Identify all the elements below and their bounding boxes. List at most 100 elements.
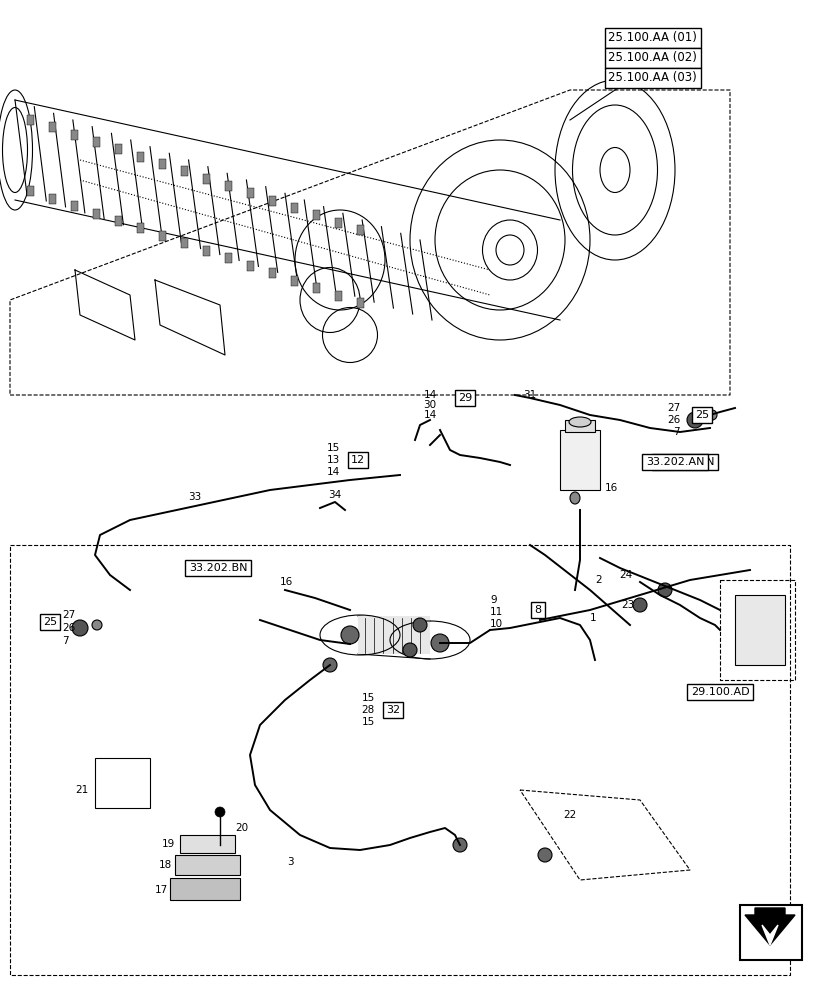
Bar: [27, 186, 34, 196]
Bar: [159, 159, 166, 169]
Circle shape: [453, 838, 467, 852]
Bar: [225, 253, 232, 263]
Bar: [203, 174, 210, 184]
Text: 33.202.BN: 33.202.BN: [188, 563, 247, 573]
Bar: [291, 276, 298, 286]
Ellipse shape: [570, 492, 580, 504]
Text: 15: 15: [361, 717, 375, 727]
Bar: [159, 231, 166, 241]
Circle shape: [431, 634, 449, 652]
Text: 29.100.AD: 29.100.AD: [690, 687, 749, 697]
Bar: [181, 166, 188, 176]
Bar: [170, 878, 240, 900]
Text: 10: 10: [490, 619, 503, 629]
Bar: [93, 137, 100, 147]
Text: 24: 24: [619, 570, 633, 580]
Text: 30: 30: [424, 400, 437, 410]
Bar: [335, 291, 342, 301]
Text: 7: 7: [62, 636, 69, 646]
Text: 26: 26: [62, 623, 75, 633]
Bar: [313, 283, 320, 293]
Bar: [291, 203, 298, 213]
Circle shape: [658, 583, 672, 597]
Bar: [313, 210, 320, 220]
Text: 14: 14: [326, 467, 340, 477]
Text: 17: 17: [155, 885, 168, 895]
Bar: [49, 194, 56, 204]
Text: 15: 15: [326, 443, 340, 453]
Text: 14: 14: [424, 390, 437, 400]
Text: 26: 26: [667, 415, 680, 425]
Text: 27: 27: [667, 403, 680, 413]
Text: 14: 14: [424, 410, 437, 420]
Text: 22: 22: [563, 810, 577, 820]
Text: 21: 21: [75, 785, 88, 795]
Text: 25: 25: [43, 617, 57, 627]
Text: 1: 1: [590, 613, 596, 623]
Polygon shape: [762, 925, 778, 945]
Text: 2: 2: [595, 575, 601, 585]
Circle shape: [403, 643, 417, 657]
Bar: [247, 261, 254, 271]
Polygon shape: [745, 908, 795, 945]
Bar: [225, 181, 232, 191]
Text: 9: 9: [490, 595, 497, 605]
Text: 33: 33: [188, 492, 202, 502]
Text: 16: 16: [280, 577, 293, 587]
Text: 20: 20: [235, 823, 248, 833]
Bar: [203, 246, 210, 256]
Circle shape: [633, 598, 647, 612]
Text: 31: 31: [523, 390, 537, 400]
Bar: [560, 430, 600, 490]
Bar: [115, 216, 122, 226]
Bar: [735, 595, 785, 665]
Text: 13: 13: [326, 455, 340, 465]
Circle shape: [215, 807, 225, 817]
Circle shape: [72, 620, 88, 636]
Circle shape: [413, 618, 427, 632]
Circle shape: [687, 412, 703, 428]
Bar: [181, 238, 188, 248]
Circle shape: [92, 620, 102, 630]
Text: 29: 29: [458, 393, 472, 403]
Text: 23: 23: [622, 600, 635, 610]
Bar: [71, 130, 78, 140]
Bar: [740, 905, 802, 960]
Circle shape: [323, 658, 337, 672]
Bar: [137, 152, 144, 162]
Bar: [269, 268, 276, 278]
Text: 34: 34: [328, 490, 342, 500]
Text: 3: 3: [286, 857, 293, 867]
Text: 25: 25: [695, 410, 709, 420]
Bar: [137, 223, 144, 233]
Circle shape: [341, 626, 359, 644]
Circle shape: [707, 410, 717, 420]
Ellipse shape: [569, 417, 591, 427]
Text: 16: 16: [605, 483, 619, 493]
Text: 32: 32: [386, 705, 400, 715]
Bar: [247, 188, 254, 198]
Bar: [335, 218, 342, 228]
Text: 33.202.AN: 33.202.AN: [656, 457, 714, 467]
Text: 33.202.AN: 33.202.AN: [645, 457, 704, 467]
Text: 15: 15: [361, 693, 375, 703]
Bar: [565, 420, 595, 432]
Text: 25.100.AA (01): 25.100.AA (01): [609, 31, 697, 44]
Text: 18: 18: [159, 860, 172, 870]
Text: 19: 19: [162, 839, 175, 849]
Bar: [269, 196, 276, 206]
Text: 11: 11: [490, 607, 503, 617]
Text: 27: 27: [62, 610, 75, 620]
Bar: [357, 225, 364, 235]
Bar: [175, 855, 240, 875]
Bar: [27, 115, 34, 125]
Bar: [180, 835, 235, 853]
Circle shape: [538, 848, 552, 862]
Bar: [95, 758, 150, 808]
Text: 25.100.AA (02): 25.100.AA (02): [609, 51, 697, 64]
Bar: [49, 122, 56, 132]
Bar: [93, 209, 100, 219]
Bar: [358, 616, 430, 654]
Bar: [71, 201, 78, 211]
Text: 28: 28: [361, 705, 375, 715]
